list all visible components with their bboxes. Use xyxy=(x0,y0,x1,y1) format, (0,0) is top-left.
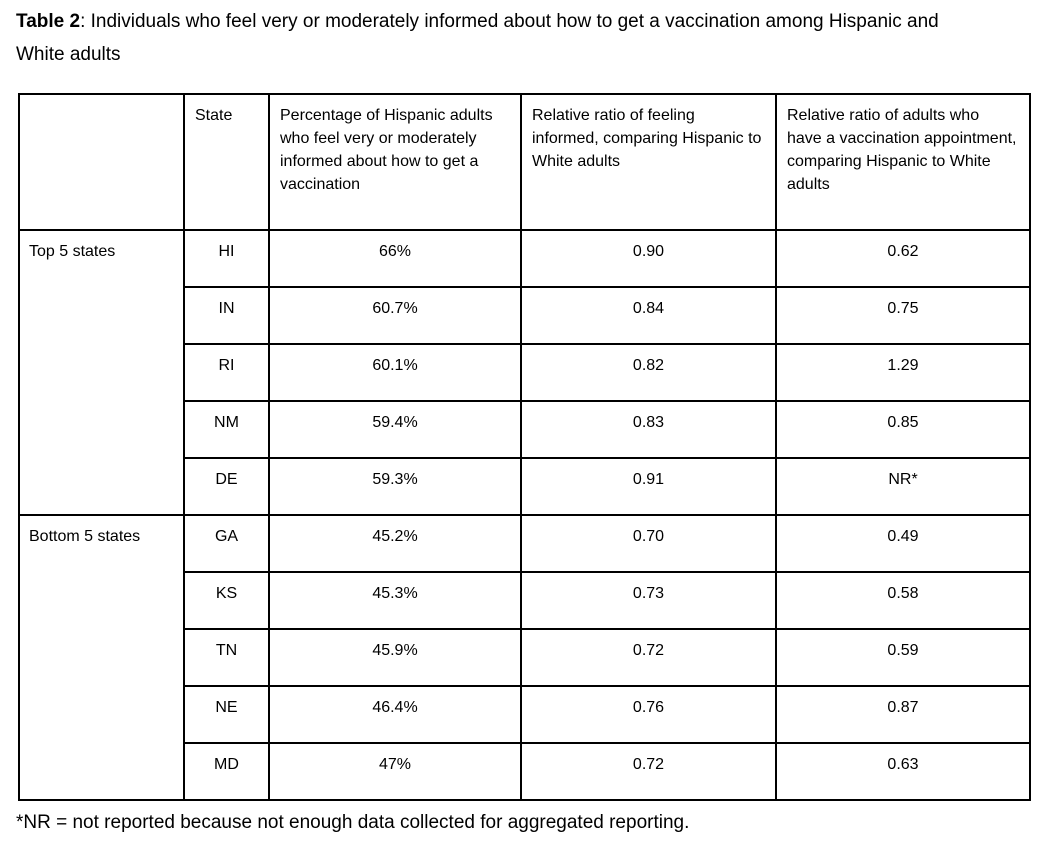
state-cell: HI xyxy=(183,229,270,288)
ratio-appointment-cell: 1.29 xyxy=(775,343,1031,402)
ratio-appointment-cell: 0.87 xyxy=(775,685,1031,744)
ratio-informed-cell: 0.90 xyxy=(520,229,777,288)
table-row: Top 5 states HI 66% 0.90 0.62 xyxy=(18,229,1031,516)
ratio-appointment-cell: 0.59 xyxy=(775,628,1031,687)
ratio-informed-cell: 0.70 xyxy=(520,514,777,573)
state-cell: TN xyxy=(183,628,270,687)
ratio-appointment-cell: 0.75 xyxy=(775,286,1031,345)
header-percentage: Percentage of Hispanic adults who feel v… xyxy=(268,93,522,231)
pct-cell: 47% xyxy=(268,742,522,801)
header-ratio-informed: Relative ratio of feeling informed, comp… xyxy=(520,93,777,231)
ratio-informed-cell: 0.72 xyxy=(520,628,777,687)
table-row: TN 45.9% 0.72 0.59 xyxy=(19,628,1031,687)
state-cell: KS xyxy=(183,571,270,630)
pct-cell: 60.7% xyxy=(268,286,522,345)
table-row: NM 59.4% 0.83 0.85 xyxy=(19,400,1031,459)
ratio-informed-cell: 0.82 xyxy=(520,343,777,402)
header-ratio-appointment: Relative ratio of adults who have a vacc… xyxy=(775,93,1031,231)
ratio-informed-cell: 0.76 xyxy=(520,685,777,744)
header-corner xyxy=(18,93,185,231)
pct-cell: 60.1% xyxy=(268,343,522,402)
table-row: IN 60.7% 0.84 0.75 xyxy=(19,286,1031,345)
pct-cell: 45.9% xyxy=(268,628,522,687)
ratio-informed-cell: 0.73 xyxy=(520,571,777,630)
state-cell: RI xyxy=(183,343,270,402)
table-row: RI 60.1% 0.82 1.29 xyxy=(19,343,1031,402)
pct-cell: 45.2% xyxy=(268,514,522,573)
ratio-appointment-cell: 0.63 xyxy=(775,742,1031,801)
ratio-appointment-cell: 0.49 xyxy=(775,514,1031,573)
state-cell: MD xyxy=(183,742,270,801)
ratio-informed-cell: 0.84 xyxy=(520,286,777,345)
table-row: KS 45.3% 0.73 0.58 xyxy=(19,571,1031,630)
state-cell: GA xyxy=(183,514,270,573)
header-row: State Percentage of Hispanic adults who … xyxy=(18,93,1031,231)
pct-cell: 66% xyxy=(268,229,522,288)
table-row: NE 46.4% 0.76 0.87 xyxy=(19,685,1031,744)
informed-vaccination-table: State Percentage of Hispanic adults who … xyxy=(18,93,1031,801)
header-state: State xyxy=(183,93,270,231)
ratio-informed-cell: 0.91 xyxy=(520,457,777,516)
ratio-appointment-cell: NR* xyxy=(775,457,1031,516)
pct-cell: 45.3% xyxy=(268,571,522,630)
ratio-appointment-cell: 0.62 xyxy=(775,229,1031,288)
table-row: Bottom 5 states GA 45.2% 0.70 0.49 xyxy=(18,514,1031,801)
pct-cell: 46.4% xyxy=(268,685,522,744)
group-label-top5: Top 5 states xyxy=(18,229,185,516)
ratio-informed-cell: 0.72 xyxy=(520,742,777,801)
table-title-label: Table 2 xyxy=(16,11,81,32)
ratio-appointment-cell: 0.85 xyxy=(775,400,1031,459)
ratio-appointment-cell: 0.58 xyxy=(775,571,1031,630)
table-row: MD 47% 0.72 0.63 xyxy=(19,742,1031,801)
group-label-bottom5: Bottom 5 states xyxy=(18,514,185,801)
state-cell: IN xyxy=(183,286,270,345)
table-title-text: : Individuals who feel very or moderatel… xyxy=(16,11,939,65)
state-cell: DE xyxy=(183,457,270,516)
state-cell: NM xyxy=(183,400,270,459)
pct-cell: 59.4% xyxy=(268,400,522,459)
table-row: DE 59.3% 0.91 NR* xyxy=(19,457,1031,516)
table-title: Table 2: Individuals who feel very or mo… xyxy=(16,5,966,71)
state-cell: NE xyxy=(183,685,270,744)
pct-cell: 59.3% xyxy=(268,457,522,516)
ratio-informed-cell: 0.83 xyxy=(520,400,777,459)
footnote-nr: *NR = not reported because not enough da… xyxy=(16,812,690,833)
